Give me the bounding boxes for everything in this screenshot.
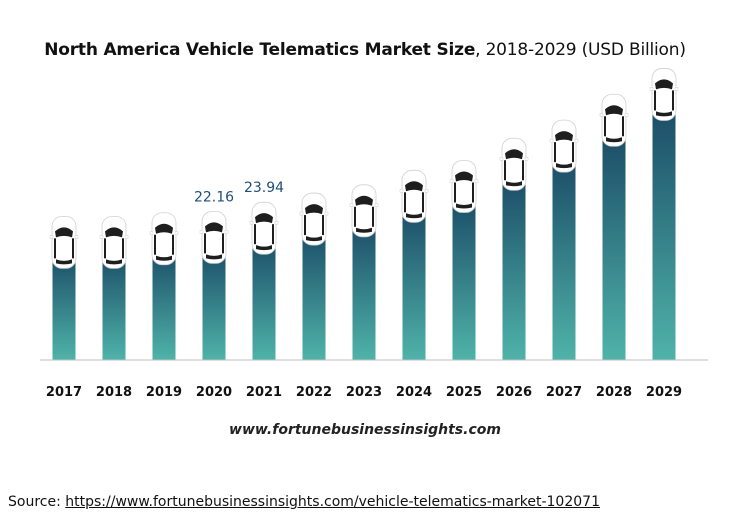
car-top-view-icon: [399, 169, 429, 223]
x-tick-labels: 2017 2018 2019 2020 2021 2022 2023 2024 2025 2026…: [46, 385, 682, 400]
bar-2017: [52, 250, 76, 360]
x-tick-label: 2022: [296, 385, 332, 400]
x-tick-label: 2020: [196, 385, 232, 400]
source-link[interactable]: https://www.fortunebusinessinsights.com/…: [65, 494, 600, 510]
x-tick-label: 2029: [646, 385, 682, 400]
source-label: Source:: [8, 494, 66, 510]
bars-layer: 22.16 23.94: [49, 68, 679, 361]
x-tick-label: 2021: [246, 385, 282, 400]
car-top-view-icon: [49, 215, 79, 269]
chart-title-main: North America Vehicle Telematics Market …: [44, 40, 476, 60]
bar-2029: [652, 102, 676, 361]
bar-2025: [452, 194, 476, 360]
bar-2023: [352, 218, 376, 360]
x-tick-label: 2027: [546, 385, 582, 400]
x-tick-label: 2025: [446, 385, 482, 400]
bar-2024: [402, 204, 426, 360]
x-tick-label: 2017: [46, 385, 82, 400]
chart-title: North America Vehicle Telematics Market …: [0, 40, 730, 60]
car-top-view-icon: [499, 137, 529, 191]
bar-2026: [502, 172, 526, 360]
source-line: Source: https://www.fortunebusinessinsig…: [8, 494, 600, 510]
website-watermark: www.fortunebusinessinsights.com: [229, 422, 501, 438]
car-top-view-icon: [299, 192, 329, 246]
car-top-view-icon: [249, 201, 279, 255]
x-tick-label: 2023: [346, 385, 382, 400]
x-tick-label: 2026: [496, 385, 532, 400]
bar-2019: [152, 246, 176, 360]
x-tick-label: 2019: [146, 385, 182, 400]
chart-title-suffix: , 2018-2029 (USD Billion): [475, 40, 686, 60]
bar-2020: [202, 245, 226, 360]
x-tick-label: 2024: [396, 385, 432, 400]
car-top-view-icon: [349, 184, 379, 238]
data-label-2021: 23.94: [244, 180, 284, 196]
bar-2022: [302, 227, 326, 360]
car-top-view-icon: [549, 119, 579, 173]
bar-2021: [252, 236, 276, 360]
car-top-view-icon: [199, 210, 229, 264]
x-tick-label: 2018: [96, 385, 132, 400]
car-top-view-icon: [649, 68, 679, 121]
data-label-2020: 22.16: [194, 189, 234, 205]
car-top-view-icon: [599, 93, 629, 147]
bar-2018: [102, 250, 126, 360]
bar-2028: [602, 128, 626, 360]
car-top-view-icon: [99, 215, 129, 269]
car-top-view-icon: [449, 160, 479, 213]
bar-2027: [552, 154, 576, 360]
x-tick-label: 2028: [596, 385, 632, 400]
car-top-view-icon: [149, 212, 179, 266]
